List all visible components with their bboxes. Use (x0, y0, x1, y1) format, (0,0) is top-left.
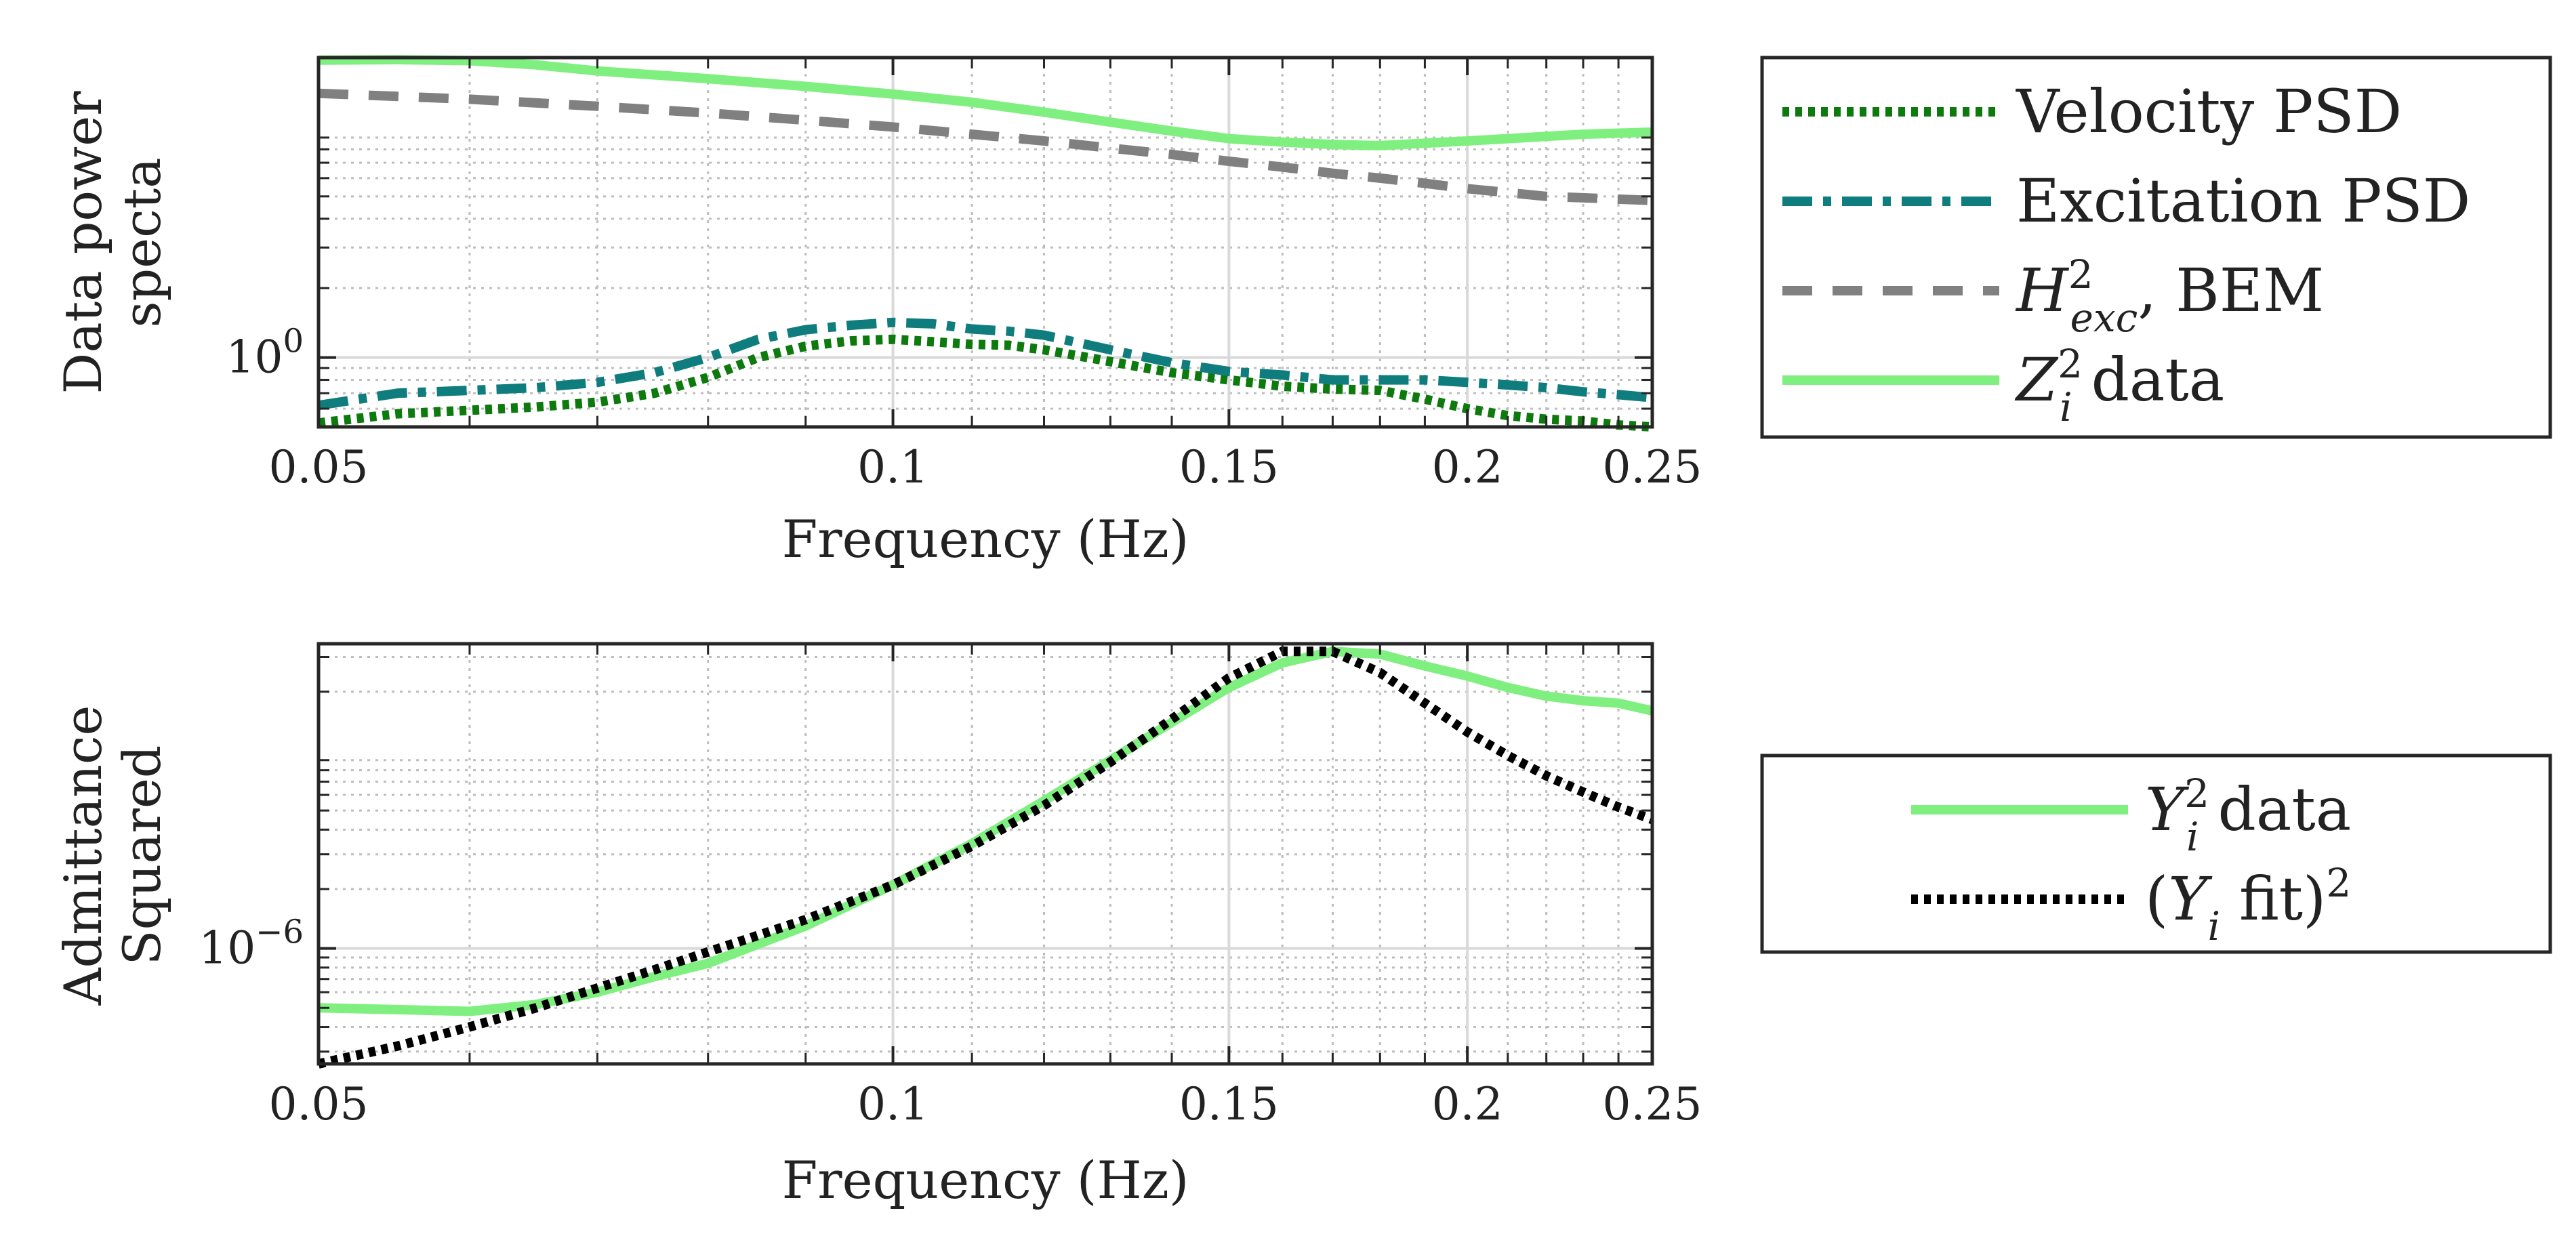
legend-entry-text: Excitation PSD (2016, 166, 2470, 236)
y-axis-title-line-2: Squared (112, 745, 172, 966)
legend-entry-text: (Yi fit)2 (2145, 860, 2351, 949)
x-tick-label: 0.05 (269, 441, 369, 493)
x-tick-label: 0.1 (857, 1078, 928, 1130)
x-axis-title: Frequency (Hz) (782, 1150, 1189, 1210)
x-tick-label: 0.05 (269, 1078, 369, 1130)
series-line-h-exc-2-bem (318, 88, 1653, 205)
series-lines (317, 55, 1653, 432)
axes-frame (316, 56, 1654, 429)
series-line-z-i-2-data (318, 55, 1653, 150)
grid (319, 644, 1652, 1064)
x-tick-label: 0.2 (1432, 441, 1503, 493)
legend-entry-text: Velocity PSD (2016, 77, 2402, 146)
legend-entry-text: Y2 i data (2145, 770, 2351, 860)
y-axis-title-line-1: Data power (53, 91, 113, 394)
legend-box (1760, 754, 2552, 954)
x-tick-label: 0.25 (1603, 1078, 1702, 1130)
tick-labels: 0.05 0.1 0.15 0.2 0.25 100 (226, 323, 1702, 493)
x-tick-label: 0.1 (857, 441, 928, 493)
y-axis-title-line-1: Admittance (53, 705, 113, 1006)
admittance-squared-chart: 0.05 0.1 0.15 0.2 0.25 10−6 Frequency (Hz) Ad… (53, 642, 1702, 1210)
series-line--y-i-fit-2 (317, 646, 1654, 1069)
x-tick-label: 0.25 (1603, 441, 1702, 493)
tick-marks (317, 58, 1654, 427)
tick-marks (317, 644, 1654, 1064)
series-lines (317, 646, 1654, 1069)
legend-bottom: Y2 i data(Yi fit)2 (1760, 754, 2552, 954)
series-line-excitation-psd (317, 317, 1653, 411)
x-axis-title: Frequency (Hz) (782, 509, 1189, 569)
grid (319, 58, 1652, 427)
legend-entry-text: Z2 i data (2014, 341, 2224, 430)
x-tick-label: 0.2 (1432, 1078, 1503, 1130)
data-power-spectra-chart: 0.05 0.1 0.15 0.2 0.25 100 Frequency (Hz) Dat… (53, 55, 1702, 569)
x-tick-label: 0.15 (1179, 441, 1279, 493)
y-tick-label: 10−6 (199, 913, 304, 974)
y-axis-title-line-2: specta (112, 157, 172, 327)
y-tick-label: 100 (226, 323, 304, 384)
x-tick-label: 0.15 (1179, 1078, 1279, 1130)
legend-box (1760, 56, 2552, 439)
legend-entry-text: H2 exc, BEM (2015, 251, 2324, 341)
tick-labels: 0.05 0.1 0.15 0.2 0.25 10−6 (199, 913, 1702, 1130)
